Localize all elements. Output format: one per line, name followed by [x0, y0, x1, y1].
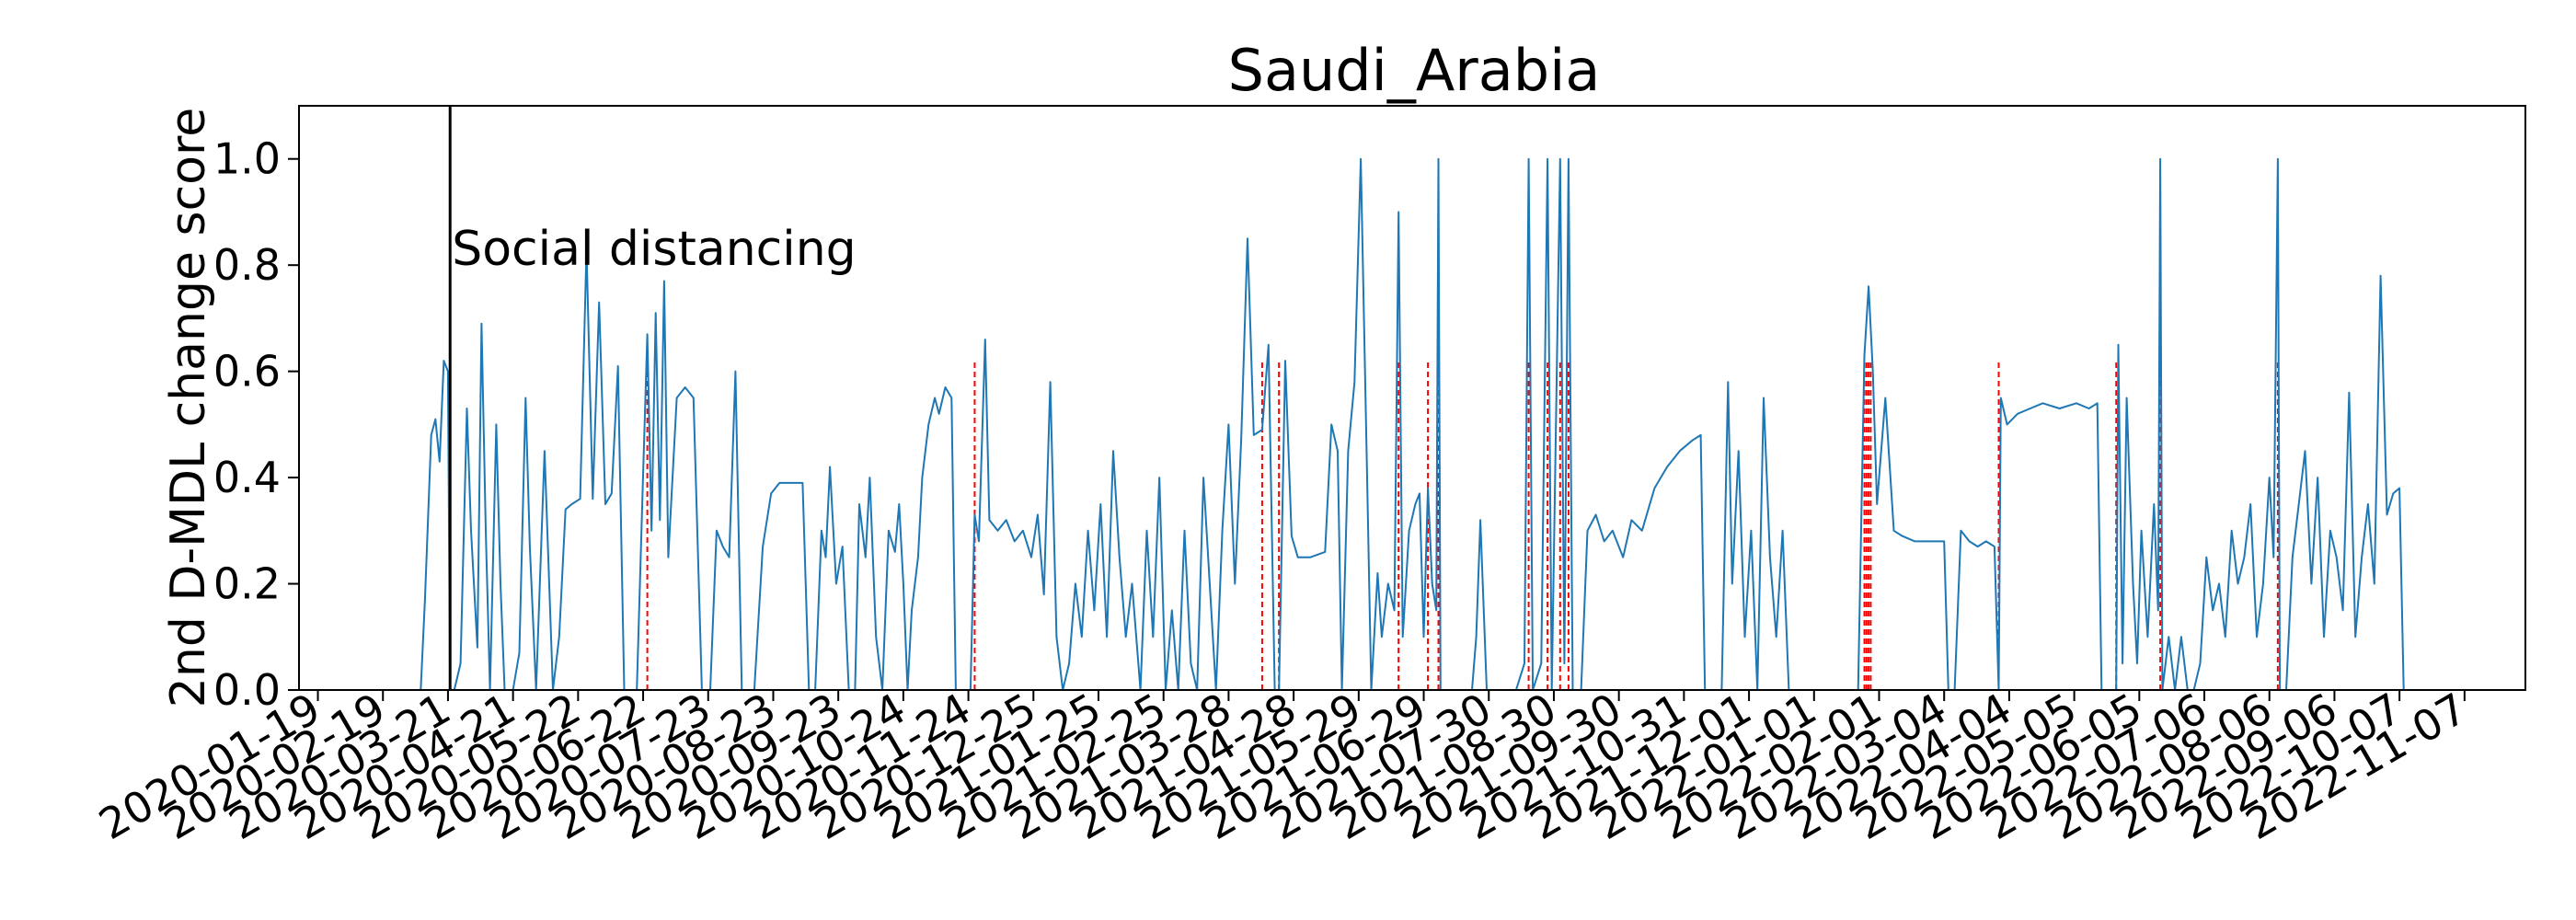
y-tick-label-5: 1.0 — [213, 134, 281, 184]
y-axis: 0.0 0.2 0.4 0.6 0.8 1.0 — [213, 134, 299, 715]
plot-frame — [298, 105, 2526, 691]
chart-title: Saudi_Arabia — [1228, 37, 1601, 104]
y-tick-label-0: 0.0 — [213, 665, 281, 715]
y-axis-label: 2nd D-MDL change score — [161, 108, 216, 707]
plot-area — [420, 106, 2405, 691]
y-tick-label-1: 0.2 — [213, 559, 281, 609]
y-tick-label-4: 0.8 — [213, 240, 281, 290]
annotation-social-distancing: Social distancing — [452, 222, 856, 277]
series-line-0 — [420, 157, 2405, 691]
y-tick-label-2: 0.4 — [213, 453, 281, 502]
x-axis: 2020-01-192020-02-192020-03-212020-04-21… — [91, 684, 2476, 849]
y-tick-label-3: 0.6 — [213, 347, 281, 397]
